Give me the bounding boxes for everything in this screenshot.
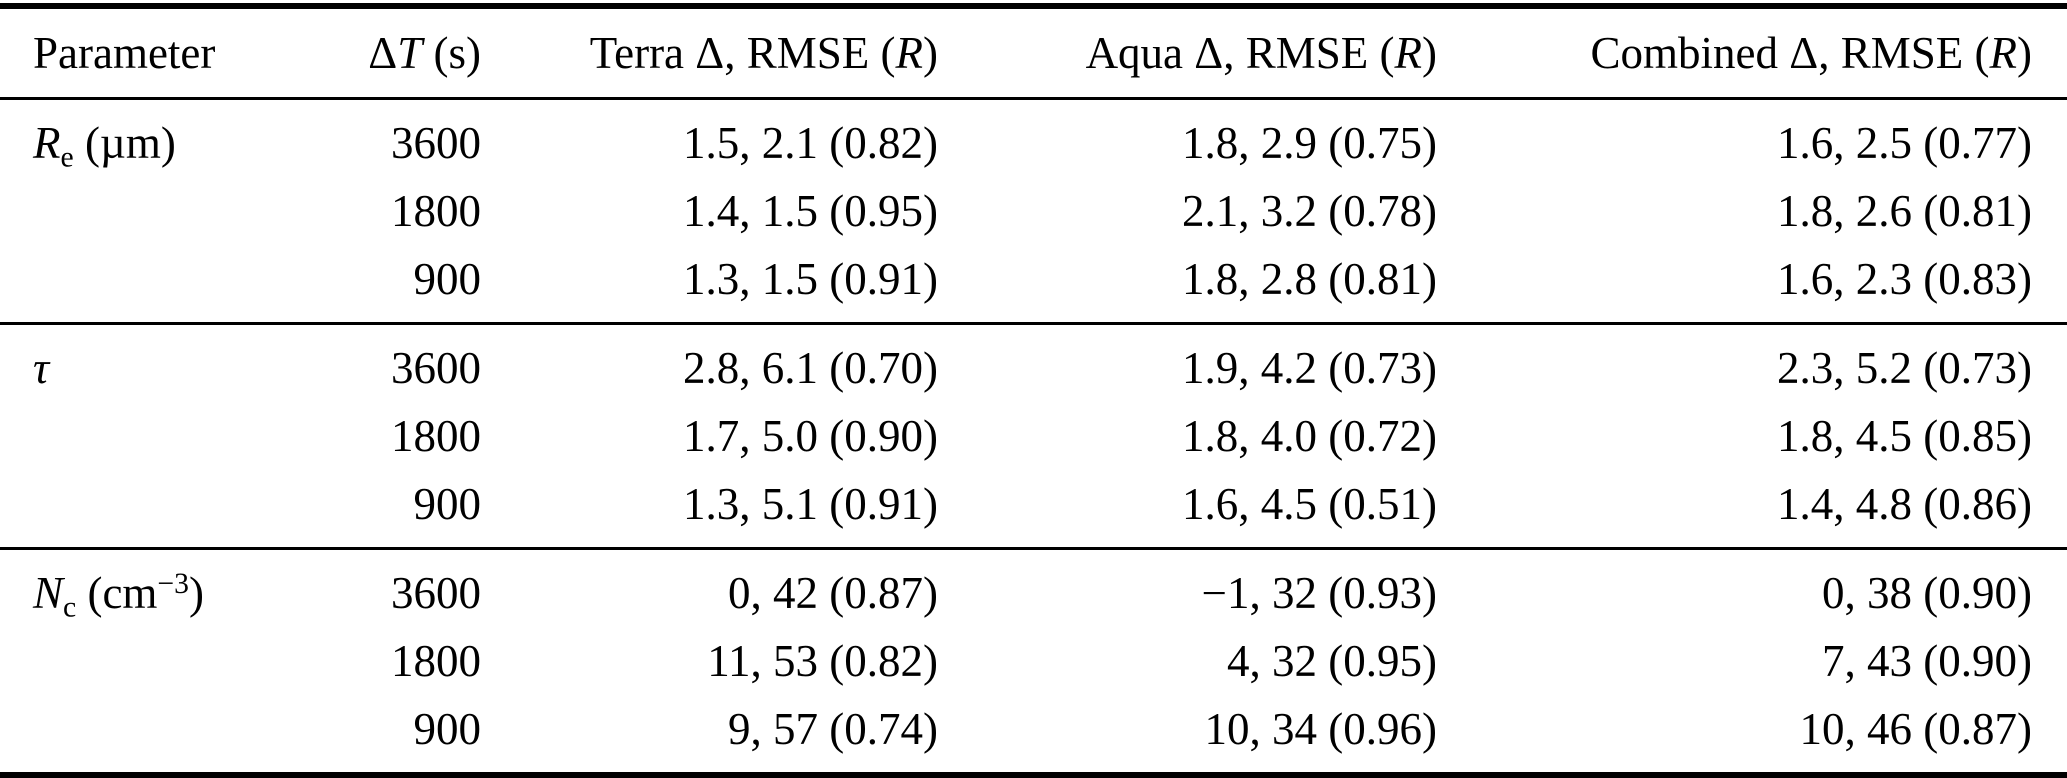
terra-cell: 1.3, 1.5 (0.91) [683,254,938,304]
combined-cell: 1.4, 4.8 (0.86) [1777,479,2032,529]
dt-cell: 900 [413,704,482,754]
combined-cell: 1.6, 2.5 (0.77) [1777,118,2032,168]
dt-cell: 1800 [391,411,481,461]
parameter-unit: ) [189,568,205,618]
terra-cell: 1.4, 1.5 (0.95) [683,186,938,236]
header-text: Aqua Δ, RMSE ( [1085,28,1395,78]
col-header-combined: Combined Δ, RMSE (R) [1437,6,2067,100]
header-text: Δ [368,28,398,78]
dt-cell: 900 [413,254,482,304]
header-text: (s) [422,28,481,78]
header-text: Terra Δ, RMSE ( [589,28,896,78]
combined-cell: 2.3, 5.2 (0.73) [1437,322,2067,402]
parameter-unit: (µm) [73,118,176,168]
validation-statistics-table: Parameter ΔT (s) Terra Δ, RMSE (R) Aqua … [0,3,2067,778]
terra-cell: 0, 42 (0.87) [481,547,938,627]
aqua-cell: 1.8, 4.0 (0.72) [1182,411,1437,461]
aqua-cell: 1.9, 4.2 (0.73) [938,322,1437,402]
table-header: Parameter ΔT (s) Terra Δ, RMSE (R) Aqua … [0,6,2067,100]
table-row: 900 1.3, 1.5 (0.91) 1.8, 2.8 (0.81) 1.6,… [0,245,2067,324]
header-text: ) [2017,28,2032,78]
combined-cell: 10, 46 (0.87) [1799,704,2032,754]
table-row: Nc (cm−3) 3600 0, 42 (0.87) −1, 32 (0.93… [0,547,2067,627]
combined-cell: 0, 38 (0.90) [1437,547,2067,627]
table-row: 1800 1.4, 1.5 (0.95) 2.1, 3.2 (0.78) 1.8… [0,177,2067,245]
combined-cell: 1.6, 2.3 (0.83) [1777,254,2032,304]
header-italic-text: R [1394,28,1423,78]
aqua-cell: 2.1, 3.2 (0.78) [1182,186,1437,236]
dt-cell: 1800 [391,186,481,236]
header-text: Combined Δ, RMSE ( [1590,28,1990,78]
aqua-cell: 1.6, 4.5 (0.51) [1182,479,1437,529]
terra-cell: 11, 53 (0.82) [707,636,938,686]
combined-cell: 1.8, 4.5 (0.85) [1777,411,2032,461]
table-row: 1800 1.7, 5.0 (0.90) 1.8, 4.0 (0.72) 1.8… [0,402,2067,470]
terra-cell: 9, 57 (0.74) [728,704,938,754]
col-header-aqua: Aqua Δ, RMSE (R) [938,6,1437,100]
dt-cell: 900 [413,479,482,529]
parameter-cell: Nc (cm−3) [0,547,250,627]
parameter-subscript: c [63,591,77,624]
combined-cell: 7, 43 (0.90) [1822,636,2032,686]
table-row: 900 9, 57 (0.74) 10, 34 (0.96) 10, 46 (0… [0,695,2067,775]
header-row: Parameter ΔT (s) Terra Δ, RMSE (R) Aqua … [0,6,2067,100]
section-optical-thickness: τ 3600 2.8, 6.1 (0.70) 1.9, 4.2 (0.73) 2… [0,322,2067,549]
table-row: 1800 11, 53 (0.82) 4, 32 (0.95) 7, 43 (0… [0,627,2067,695]
terra-cell: 1.7, 5.0 (0.90) [683,411,938,461]
col-header-parameter: Parameter [0,6,250,100]
section-effective-radius: Re (µm) 3600 1.5, 2.1 (0.82) 1.8, 2.9 (0… [0,99,2067,324]
parameter-cell [0,695,250,775]
aqua-cell: 1.8, 2.8 (0.81) [1182,254,1437,304]
parameter-cell [0,627,250,695]
header-text: ) [1422,28,1437,78]
parameter-symbol: τ [33,343,50,393]
terra-cell: 1.3, 5.1 (0.91) [683,479,938,529]
terra-cell: 2.8, 6.1 (0.70) [481,322,938,402]
header-italic-text: R [1989,28,2018,78]
parameter-cell [0,177,250,245]
parameter-unit: (cm [76,568,158,618]
dt-cell: 3600 [250,322,481,402]
aqua-cell: −1, 32 (0.93) [938,547,1437,627]
table-row: τ 3600 2.8, 6.1 (0.70) 1.9, 4.2 (0.73) 2… [0,322,2067,402]
header-italic-text: T [397,28,423,78]
dt-cell: 3600 [391,118,481,168]
table-row: Re (µm) 3600 1.5, 2.1 (0.82) 1.8, 2.9 (0… [0,99,2067,178]
aqua-cell: 1.8, 2.9 (0.75) [1182,118,1437,168]
parameter-cell [0,470,250,549]
terra-cell: 1.5, 2.1 (0.82) [683,118,938,168]
section-droplet-concentration: Nc (cm−3) 3600 0, 42 (0.87) −1, 32 (0.93… [0,547,2067,776]
aqua-cell: 4, 32 (0.95) [1227,636,1437,686]
parameter-cell [0,402,250,470]
col-header-delta-t: ΔT (s) [250,6,481,100]
parameter-cell [0,245,250,324]
parameter-symbol: N [33,568,64,618]
header-text: ) [923,28,938,78]
parameter-cell: Re (µm) [0,99,250,178]
dt-cell: 3600 [250,547,481,627]
header-text: Parameter [33,28,216,78]
col-header-terra: Terra Δ, RMSE (R) [481,6,938,100]
parameter-cell: τ [0,322,250,402]
parameter-superscript: −3 [157,568,190,601]
parameter-subscript: e [60,141,74,174]
dt-cell: 1800 [391,636,481,686]
table-row: 900 1.3, 5.1 (0.91) 1.6, 4.5 (0.51) 1.4,… [0,470,2067,549]
parameter-symbol: R [33,118,61,168]
combined-cell: 1.8, 2.6 (0.81) [1777,186,2032,236]
aqua-cell: 10, 34 (0.96) [1204,704,1437,754]
header-italic-text: R [895,28,924,78]
